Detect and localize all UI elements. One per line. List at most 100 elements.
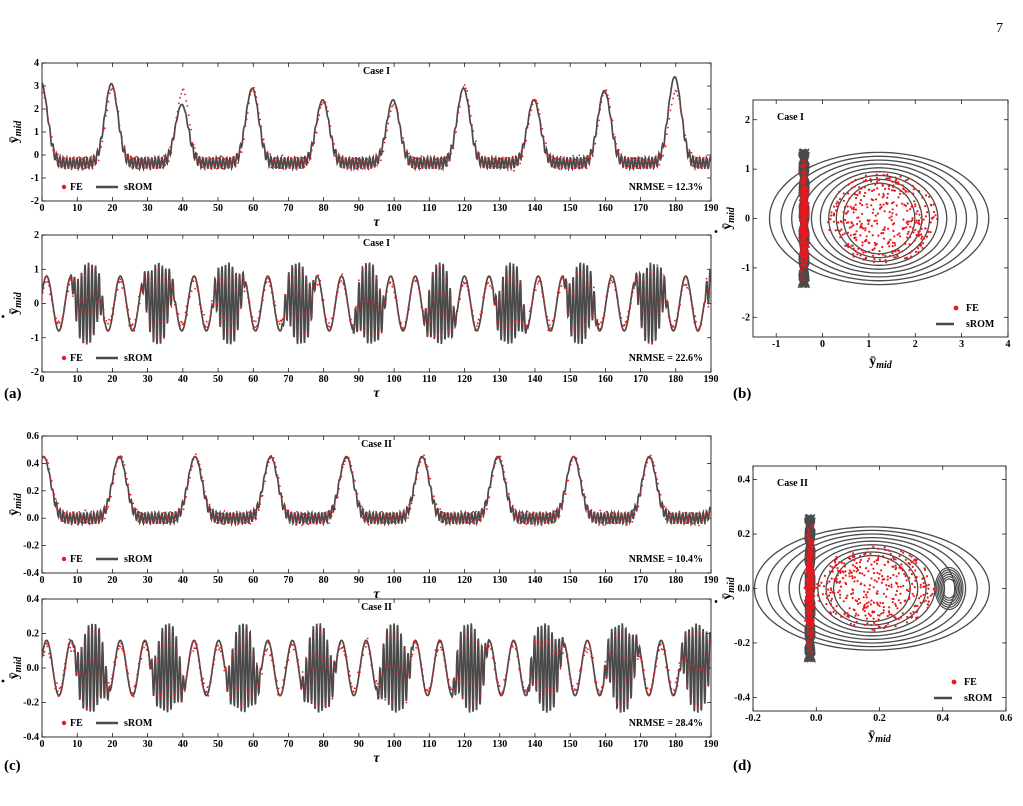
fe-point	[410, 502, 413, 505]
fe-point	[922, 593, 925, 596]
fe-point	[42, 287, 45, 289]
fe-point	[286, 164, 289, 167]
fe-point	[673, 520, 676, 523]
fe-point	[232, 159, 234, 162]
fe-point	[910, 616, 913, 619]
fe-point	[235, 510, 238, 513]
fe-point	[110, 495, 112, 498]
fe-point	[615, 143, 618, 145]
fe-point	[104, 321, 107, 324]
fe-point	[864, 552, 867, 555]
fe-point	[373, 332, 376, 335]
fe-point	[388, 115, 391, 118]
fe-point	[398, 696, 401, 699]
fe-point	[616, 521, 619, 524]
fe-point	[661, 155, 663, 158]
fe-point	[899, 189, 902, 192]
fe-point	[440, 521, 443, 523]
fe-point	[623, 323, 626, 326]
fe-point	[345, 160, 348, 163]
fe-point	[800, 271, 803, 274]
fe-point	[412, 649, 415, 651]
y-tick-label: 0.2	[27, 629, 40, 640]
fe-point	[504, 478, 507, 480]
fe-point	[607, 290, 609, 293]
fe-point	[674, 323, 677, 325]
y-tick-label: 0.0	[27, 513, 40, 524]
fe-point	[253, 320, 256, 322]
fe-point	[822, 585, 826, 588]
fe-point	[71, 511, 74, 514]
fe-point	[866, 547, 869, 550]
fe-point	[243, 700, 246, 703]
fe-point	[829, 565, 832, 568]
fe-point	[834, 563, 838, 567]
fe-point	[228, 166, 231, 169]
fe-point	[339, 157, 342, 159]
legend-srom-label: sROM	[124, 182, 153, 193]
fe-point	[803, 207, 806, 210]
fe-point	[872, 567, 875, 570]
fe-point	[880, 612, 883, 615]
fe-point	[232, 287, 234, 290]
fe-point	[519, 162, 522, 165]
fe-point	[295, 167, 297, 170]
fe-point	[877, 603, 880, 606]
fe-point	[44, 101, 47, 103]
fe-point	[709, 157, 711, 159]
fe-point	[266, 275, 269, 278]
fe-point	[540, 645, 542, 648]
fe-point	[913, 586, 916, 589]
fe-point	[322, 631, 325, 634]
fe-point	[335, 295, 337, 298]
fe-point	[399, 666, 402, 668]
fe-point	[659, 270, 662, 273]
fe-point	[640, 321, 643, 324]
fe-point	[121, 136, 123, 139]
fe-point	[422, 675, 425, 677]
fe-point	[524, 689, 527, 691]
fe-point	[923, 237, 926, 240]
fe-point	[425, 463, 428, 466]
fe-point	[364, 164, 366, 167]
fe-point	[905, 621, 909, 624]
fe-point	[133, 507, 136, 510]
fe-point	[108, 327, 111, 330]
fe-point	[638, 276, 641, 279]
fe-point	[906, 178, 910, 181]
fe-point	[68, 519, 70, 521]
fe-point	[381, 675, 384, 677]
srom-orbit	[808, 544, 936, 633]
fe-point	[804, 265, 807, 268]
fe-point	[360, 303, 363, 305]
fe-point	[337, 646, 340, 649]
fe-point	[304, 516, 307, 518]
fe-point	[882, 605, 885, 609]
fe-point	[382, 521, 385, 524]
fe-point	[891, 185, 895, 189]
fe-point	[876, 222, 879, 225]
fe-point	[127, 672, 130, 675]
fe-point	[303, 690, 306, 692]
fe-point	[439, 311, 442, 314]
fe-point	[845, 597, 848, 600]
fe-point	[162, 320, 165, 323]
fe-point	[537, 639, 540, 642]
fe-point	[443, 315, 446, 318]
fe-point	[301, 167, 303, 170]
fe-point	[306, 694, 309, 697]
x-tick-label: 170	[633, 203, 648, 214]
fe-point	[799, 189, 802, 192]
fe-point	[293, 644, 296, 647]
fe-point	[919, 586, 922, 589]
fe-point	[578, 468, 581, 471]
srom-orbit	[768, 151, 990, 286]
fe-point	[843, 562, 846, 565]
fe-point	[189, 296, 191, 298]
fe-point	[282, 507, 285, 509]
x-tick-label: 160	[598, 203, 613, 214]
fe-point	[536, 102, 539, 105]
fe-point	[877, 556, 880, 560]
fe-point	[915, 594, 919, 597]
fe-point	[844, 574, 847, 577]
